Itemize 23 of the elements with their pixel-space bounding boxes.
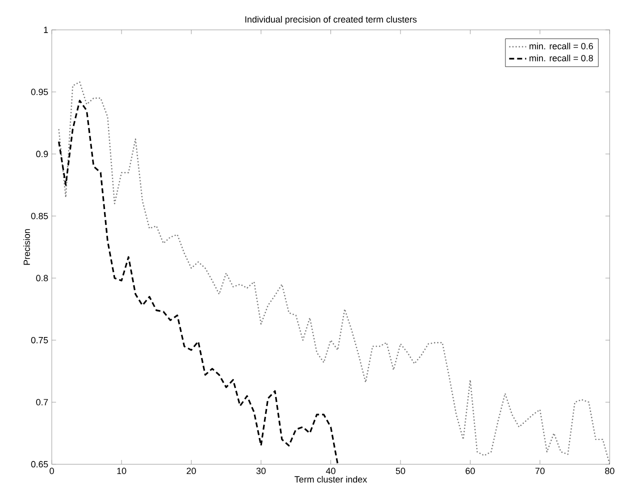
x-axis-title: Term cluster index <box>294 476 368 483</box>
y-tick-label: 1 <box>44 26 48 33</box>
legend-label: min. recall = 0.6 <box>530 42 593 50</box>
y-tick-label: 0.75 <box>31 336 48 344</box>
x-tick-label: 80 <box>605 468 614 474</box>
x-tick-label: 0 <box>50 468 54 474</box>
y-tick-label: 0.8 <box>36 274 48 282</box>
x-tick-label: 10 <box>117 468 126 474</box>
x-tick-label: 40 <box>326 468 336 474</box>
x-tick-label: 20 <box>186 468 196 474</box>
x-tick-label: 60 <box>466 468 475 474</box>
y-axis-title: Precision <box>23 229 30 265</box>
y-tick-label: 0.95 <box>31 88 48 96</box>
y-tick-label: 0.65 <box>31 461 48 468</box>
y-tick-label: 0.85 <box>31 212 48 220</box>
chart-title: Individual precision of created term clusters <box>245 16 417 24</box>
y-tick-label: 0.7 <box>36 398 48 406</box>
y-tick-label: 0.9 <box>36 150 48 158</box>
x-tick-label: 30 <box>256 468 266 474</box>
x-tick-label: 70 <box>535 468 545 474</box>
x-tick-label: 50 <box>396 468 406 474</box>
legend-label: min. recall = 0.8 <box>530 54 593 62</box>
line-series <box>58 100 339 464</box>
